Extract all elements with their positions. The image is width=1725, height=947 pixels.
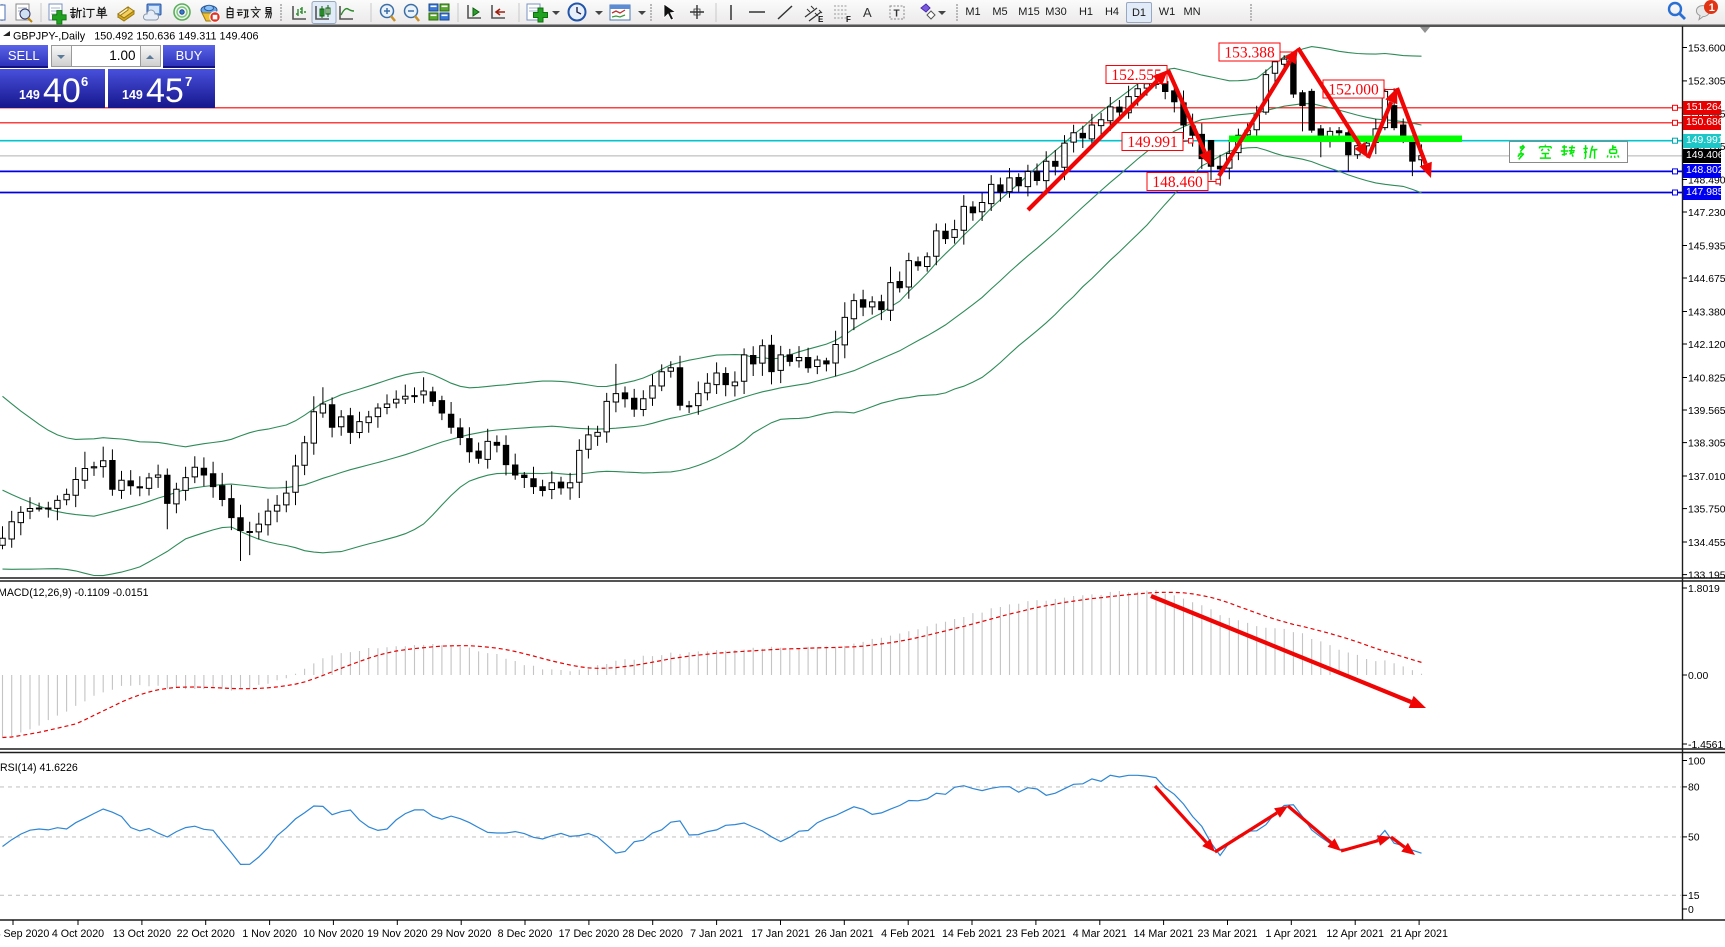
svg-text:148.490: 148.490 (1688, 175, 1725, 186)
svg-text:145.935: 145.935 (1688, 241, 1725, 252)
svg-text:26 Jan 2021: 26 Jan 2021 (815, 928, 874, 940)
svg-text:14 Feb 2021: 14 Feb 2021 (942, 928, 1002, 940)
svg-text:148.460: 148.460 (1152, 174, 1203, 191)
svg-text:0: 0 (1688, 905, 1694, 916)
svg-text:147.230: 147.230 (1688, 208, 1725, 219)
svg-text:1.8019: 1.8019 (1688, 584, 1720, 595)
svg-text:137.010: 137.010 (1688, 472, 1725, 483)
svg-text:144.675: 144.675 (1688, 274, 1725, 285)
svg-text:1 Apr 2021: 1 Apr 2021 (1265, 928, 1317, 940)
svg-text:140.825: 140.825 (1688, 373, 1725, 384)
svg-text:22 Oct 2020: 22 Oct 2020 (177, 928, 235, 940)
svg-text:13 Oct 2020: 13 Oct 2020 (113, 928, 171, 940)
svg-text:T: T (894, 9, 900, 20)
svg-text:-1.4561: -1.4561 (1688, 740, 1723, 751)
svg-text:1: 1 (1709, 2, 1715, 14)
svg-text:152.555: 152.555 (1111, 67, 1162, 84)
svg-text:MACD(12,26,9) -0.1109 -0.0151: MACD(12,26,9) -0.1109 -0.0151 (0, 587, 149, 599)
svg-text:4 Feb 2021: 4 Feb 2021 (881, 928, 935, 940)
svg-text:133.195: 133.195 (1688, 570, 1725, 581)
svg-text:4 Mar 2021: 4 Mar 2021 (1073, 928, 1127, 940)
svg-text:80: 80 (1688, 783, 1700, 794)
svg-text:23 Feb 2021: 23 Feb 2021 (1006, 928, 1066, 940)
svg-text:149.991: 149.991 (1127, 134, 1177, 151)
svg-text:151.045: 151.045 (1688, 109, 1725, 120)
svg-text:0.00: 0.00 (1688, 671, 1708, 682)
svg-text:152.000: 152.000 (1328, 82, 1379, 99)
svg-text:E: E (818, 15, 824, 24)
svg-text:29 Nov 2020: 29 Nov 2020 (431, 928, 492, 940)
svg-text:28 Dec 2020: 28 Dec 2020 (622, 928, 683, 940)
svg-text:17 Dec 2020: 17 Dec 2020 (559, 928, 620, 940)
svg-text:12 Apr 2021: 12 Apr 2021 (1326, 928, 1384, 940)
svg-text:153.388: 153.388 (1224, 45, 1275, 62)
svg-text:139.565: 139.565 (1688, 406, 1725, 417)
svg-text:153.600: 153.600 (1688, 43, 1725, 54)
svg-text:A: A (863, 5, 872, 20)
svg-text:152.305: 152.305 (1688, 77, 1725, 88)
svg-text:143.380: 143.380 (1688, 307, 1725, 318)
svg-text:17 Jan 2021: 17 Jan 2021 (751, 928, 810, 940)
svg-text:23 Mar 2021: 23 Mar 2021 (1197, 928, 1257, 940)
svg-text:134.455: 134.455 (1688, 538, 1725, 549)
svg-text:50: 50 (1688, 833, 1700, 844)
svg-text:1 Nov 2020: 1 Nov 2020 (242, 928, 297, 940)
svg-text:GBPJPY-,Daily 150.492 150.63: GBPJPY-,Daily 150.492 150.636 149.311 14… (13, 31, 259, 43)
svg-text:14 Mar 2021: 14 Mar 2021 (1134, 928, 1194, 940)
svg-text:4 Oct 2020: 4 Oct 2020 (52, 928, 104, 940)
svg-text:10 Nov 2020: 10 Nov 2020 (303, 928, 364, 940)
svg-text:8 Dec 2020: 8 Dec 2020 (498, 928, 553, 940)
svg-text:19 Nov 2020: 19 Nov 2020 (367, 928, 428, 940)
svg-text:142.120: 142.120 (1688, 340, 1725, 351)
svg-text:100: 100 (1688, 756, 1706, 767)
svg-text:21 Apr 2021: 21 Apr 2021 (1390, 928, 1448, 940)
svg-text:F: F (846, 15, 851, 24)
svg-text:RSI(14) 41.6226: RSI(14) 41.6226 (0, 762, 78, 774)
svg-text:138.305: 138.305 (1688, 438, 1725, 449)
svg-text:135.750: 135.750 (1688, 504, 1725, 515)
svg-text:15: 15 (1688, 891, 1700, 902)
svg-text:7 Jan 2021: 7 Jan 2021 (690, 928, 743, 940)
svg-text:24 Sep 2020: 24 Sep 2020 (0, 928, 49, 940)
